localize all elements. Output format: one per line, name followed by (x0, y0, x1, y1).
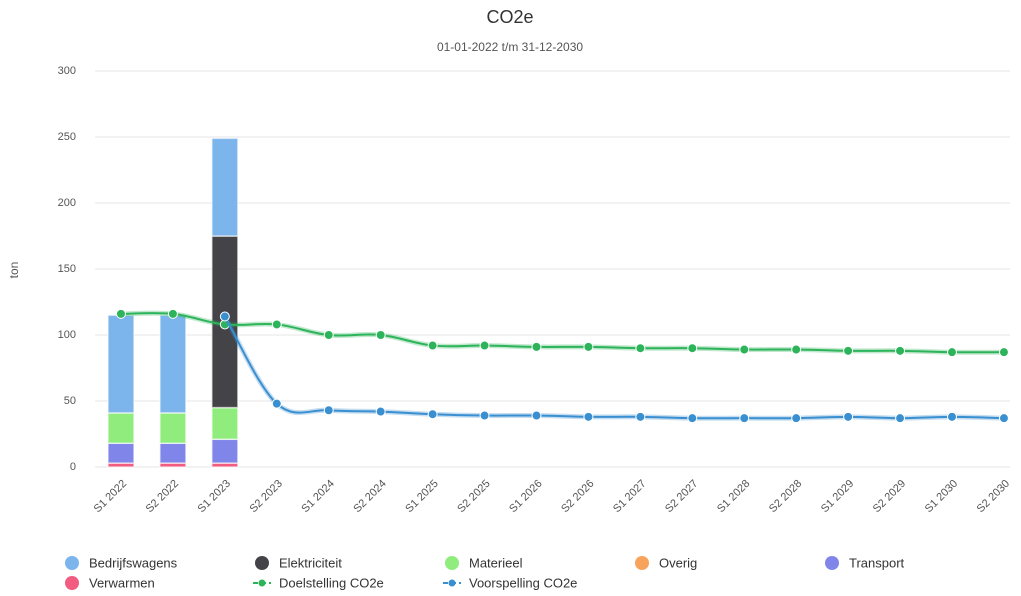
y-tick-label: 300 (58, 65, 76, 77)
x-tick-label: S1 2024 (299, 478, 336, 515)
x-tick-label: S1 2023 (196, 478, 233, 515)
line-marker (947, 347, 958, 358)
line-marker (271, 319, 282, 330)
line-marker (271, 398, 282, 409)
line-marker (115, 308, 126, 319)
bar-segment (211, 406, 239, 441)
x-tick-label: S1 2026 (507, 478, 544, 515)
x-tick-label: S1 2028 (715, 478, 752, 515)
y-axis-label: ton (7, 262, 21, 279)
bar-segment (211, 137, 239, 237)
line-marker (947, 411, 958, 422)
x-tick-label: S2 2029 (871, 478, 908, 515)
line-marker (635, 343, 646, 354)
line-marker (375, 330, 386, 340)
chart-subtitle: 01-01-2022 t/m 31-12-2030 (437, 40, 583, 54)
line-marker (167, 308, 178, 319)
legend-symbol (255, 556, 269, 570)
legend-symbol (825, 556, 839, 570)
legend-label: Bedrijfswagens (89, 555, 178, 570)
line-marker (479, 410, 490, 421)
line-marker (998, 413, 1009, 424)
legend-label: Voorspelling CO2e (469, 575, 577, 590)
legend-label: Materieel (469, 555, 523, 570)
line-marker (323, 330, 334, 340)
line-marker (895, 345, 906, 356)
x-tick-label: S1 2030 (923, 478, 960, 515)
legend-label: Overig (659, 555, 697, 570)
line-marker (375, 406, 386, 417)
bar-segment (107, 314, 135, 414)
line-marker (791, 413, 802, 424)
line (120, 312, 1004, 354)
line-marker (427, 340, 438, 351)
x-tick-label: S2 2028 (767, 478, 804, 515)
line-marker (687, 413, 698, 424)
legend-symbol (258, 579, 266, 587)
bar-segment (211, 438, 239, 464)
y-tick-label: 150 (58, 263, 76, 275)
legend-label: Verwarmen (89, 575, 155, 590)
bar-segment (159, 314, 187, 414)
y-tick-label: 250 (58, 131, 76, 143)
line-marker (791, 344, 802, 355)
x-tick-label: S2 2025 (455, 478, 492, 515)
x-tick-label: S1 2029 (819, 478, 856, 515)
line-marker (531, 341, 542, 352)
y-tick-label: 50 (64, 395, 76, 407)
legend-label: Doelstelling CO2e (279, 575, 384, 590)
x-tick-label: S2 2030 (975, 478, 1012, 515)
legend-symbol (65, 556, 79, 570)
line (223, 316, 1004, 420)
y-tick-label: 100 (58, 329, 76, 341)
line-marker (998, 347, 1009, 358)
line-marker (843, 345, 854, 356)
line-marker (219, 311, 230, 322)
line-marker (739, 413, 750, 424)
chart-title: CO2e (486, 7, 533, 27)
x-tick-label: S2 2022 (144, 478, 181, 515)
x-tick-label: S2 2023 (248, 478, 285, 515)
line-marker (531, 410, 542, 421)
line-marker (583, 411, 594, 422)
line-marker (843, 411, 854, 422)
x-tick-label: S2 2024 (351, 478, 388, 515)
line-marker (427, 409, 438, 420)
y-tick-label: 0 (70, 461, 76, 473)
line-marker (635, 411, 646, 422)
legend-label: Elektriciteit (279, 555, 342, 570)
x-tick-label: S2 2026 (559, 478, 596, 515)
legend-symbol (65, 576, 79, 590)
legend-symbol (445, 556, 459, 570)
line-marker (687, 343, 698, 354)
line-marker (583, 341, 594, 352)
y-tick-label: 200 (58, 197, 76, 209)
bar-segment (107, 442, 135, 464)
legend-symbol (635, 556, 649, 570)
bar-segment (107, 412, 135, 444)
line-shadow (222, 315, 1005, 421)
x-tick-label: S1 2025 (403, 478, 440, 515)
bar-segment (159, 412, 187, 444)
legend-symbol (448, 579, 456, 587)
x-tick-label: S1 2022 (92, 478, 129, 515)
line-marker (739, 344, 750, 355)
legend-label: Transport (849, 555, 905, 570)
line-marker (323, 405, 334, 416)
x-tick-label: S2 2027 (663, 478, 700, 515)
bar-segment (159, 442, 187, 464)
x-tick-label: S1 2027 (611, 478, 648, 515)
line-marker (895, 413, 906, 424)
line-marker (479, 340, 490, 351)
